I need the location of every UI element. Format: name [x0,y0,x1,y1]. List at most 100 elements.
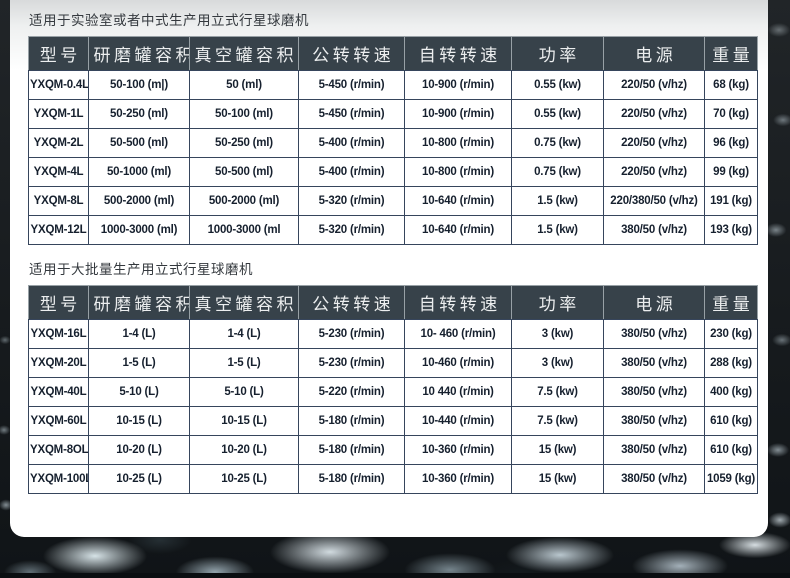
column-header: 电源 [603,285,705,320]
spec-table-2: 型号 研磨罐容积 真空罐容积 公转转速 自转转速 功率 电源 重量 YXQM-16L 1-4 (… [28,285,758,494]
column-header: 型号 [28,285,89,320]
table-cell: 288 (kg) [704,348,758,378]
table-cell: 220/50 (v/hz) [603,157,705,187]
column-header: 重量 [704,36,758,71]
column-header: 电源 [603,36,705,71]
table-cell: 1-5 (L) [88,348,190,378]
table-cell: 10-20 (L) [189,435,299,465]
column-header: 研磨罐容积 [88,285,190,320]
table-cell: 5-180 (r/min) [298,464,405,494]
table-row: YXQM-4L 50-1000 (ml) 50-500 (ml) 5-400 (r/m… [28,157,758,187]
column-header: 公转转速 [298,285,405,320]
column-header: 自转转速 [404,36,512,71]
table-cell: 380/50 (v/hz) [603,435,705,465]
table-cell: 380/50 (v/hz) [603,406,705,436]
table-cell: 5-10 (L) [88,377,190,407]
table-cell: 500-2000 (ml) [88,186,190,216]
table-row: YXQM-60L 10-15 (L) 10-15 (L) 5-180 (r/min) 1… [28,406,758,436]
table-cell: 1.5 (kw) [511,215,604,245]
table-cell: 50-100 (ml) [189,99,299,129]
table-cell: 50 (ml) [189,70,299,100]
table-cell: 380/50 (v/hz) [603,348,705,378]
table-cell: 0.75 (kw) [511,128,604,158]
model-cell: YXQM-2L [28,128,89,158]
table-cell: 50-250 (ml) [189,128,299,158]
table-row: YXQM-8L 500-2000 (ml) 500-2000 (ml) 5-320 (… [28,186,758,216]
table-cell: 220/380/50 (v/hz) [603,186,705,216]
column-header: 功率 [511,36,604,71]
model-cell: YXQM-40L [28,377,89,407]
table-cell: 0.75 (kw) [511,157,604,187]
table-cell: 10- 460 (r/min) [404,319,512,349]
table-cell: 5-220 (r/min) [298,377,405,407]
table-row: YXQM-8OL 10-20 (L) 10-20 (L) 5-180 (r/min) 1… [28,435,758,465]
table-cell: 5-180 (r/min) [298,435,405,465]
table-cell: 10-15 (L) [189,406,299,436]
table-cell: 10-800 (r/min) [404,128,512,158]
table-cell: 380/50 (v/hz) [603,377,705,407]
column-header: 公转转速 [298,36,405,71]
table-cell: 15 (kw) [511,464,604,494]
table-row: YXQM-40L 5-10 (L) 5-10 (L) 5-220 (r/min) 10 … [28,377,758,407]
table-cell: 1000-3000 (ml [189,215,299,245]
table-cell: 50-1000 (ml) [88,157,190,187]
table-cell: 610 (kg) [704,406,758,436]
table-cell: 10-360 (r/min) [404,464,512,494]
model-cell: YXQM-1L [28,99,89,129]
table-cell: 10-25 (L) [189,464,299,494]
table-row: YXQM-1L 50-250 (ml) 50-100 (ml) 5-450 (r/mi… [28,99,758,129]
table-cell: 3 (kw) [511,319,604,349]
table-cell: 10-640 (r/min) [404,186,512,216]
table-cell: 220/50 (v/hz) [603,128,705,158]
section-title-lab: 适用于实验室或者中式生产用立式行星球磨机 [29,13,309,28]
table-row: YXQM-12L 1000-3000 (ml) 1000-3000 (ml 5-320… [28,215,758,245]
table-row: YXQM-20L 1-5 (L) 1-5 (L) 5-230 (r/min) 10-46… [28,348,758,378]
table-cell: 380/50 (v/hz) [603,215,705,245]
model-cell: YXQM-60L [28,406,89,436]
table-cell: 5-400 (r/min) [298,157,405,187]
column-header: 型号 [28,36,89,71]
table-cell: 5-450 (r/min) [298,99,405,129]
table-cell: 96 (kg) [704,128,758,158]
spec-table-1-body: YXQM-0.4L 50-100 (m|) 50 (ml) 5-450 (r/min)… [28,70,758,245]
table-cell: 0.55 (kw) [511,99,604,129]
table-cell: 10-15 (L) [88,406,190,436]
spec-table-2-header: 型号 研磨罐容积 真空罐容积 公转转速 自转转速 功率 电源 重量 [28,285,758,320]
model-cell: YXQM-12L [28,215,89,245]
table-cell: 70 (kg) [704,99,758,129]
table-cell: 50-500 (ml) [189,157,299,187]
table-cell: 10-25 (L) [88,464,190,494]
table-cell: 3 (kw) [511,348,604,378]
table-cell: 10 440 (r/min) [404,377,512,407]
table-cell: 1.5 (kw) [511,186,604,216]
table-cell: 50-250 (ml) [88,99,190,129]
table-cell: 7.5 (kw) [511,406,604,436]
table-cell: 5-230 (r/min) [298,319,405,349]
column-header: 功率 [511,285,604,320]
table-cell: 10-900 (r/min) [404,70,512,100]
table-cell: 10-20 (L) [88,435,190,465]
model-cell: YXQM-100L [28,464,89,494]
table-cell: 0.55 (kw) [511,70,604,100]
column-header: 真空罐容积 [189,285,299,320]
table-cell: 1059 (kg) [704,464,758,494]
spec-table-1-header: 型号 研磨罐容积 真空罐容积 公转转速 自转转速 功率 电源 重量 [28,36,758,71]
table-cell: 99 (kg) [704,157,758,187]
table-row: YXQM-0.4L 50-100 (m|) 50 (ml) 5-450 (r/min)… [28,70,758,100]
table-cell: 10-360 (r/min) [404,435,512,465]
table-cell: 5-320 (r/min) [298,186,405,216]
table-cell: 10-440 (r/min) [404,406,512,436]
table-cell: 5-230 (r/min) [298,348,405,378]
table-cell: 68 (kg) [704,70,758,100]
table-cell: 1-5 (L) [189,348,299,378]
column-header: 研磨罐容积 [88,36,190,71]
spec-table-1: 型号 研磨罐容积 真空罐容积 公转转速 自转转速 功率 电源 重量 YXQM-0.4L 50-1… [28,36,758,245]
table-row: YXQM-2L 50-500 (ml) 50-250 (ml) 5-400 (r/mi… [28,128,758,158]
table-cell: 1-4 (L) [189,319,299,349]
table-cell: 5-320 (r/min) [298,215,405,245]
content-area: 适用于实验室或者中式生产用立式行星球磨机 型号 研磨罐容积 真空罐容积 公转转速 自转转… [10,0,768,494]
model-cell: YXQM-4L [28,157,89,187]
column-header: 重量 [704,285,758,320]
table-cell: 5-400 (r/min) [298,128,405,158]
